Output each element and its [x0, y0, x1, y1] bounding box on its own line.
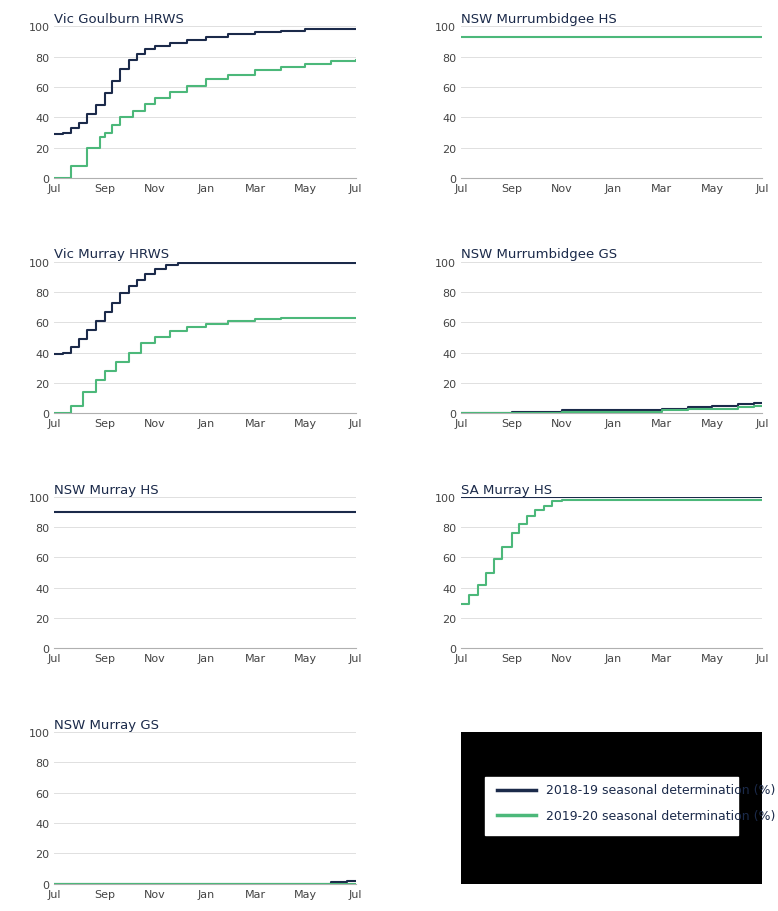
Text: Vic Murray HRWS: Vic Murray HRWS — [54, 248, 170, 261]
Text: NSW Murrumbidgee HS: NSW Murrumbidgee HS — [461, 13, 617, 26]
Text: 2019-20 seasonal determination (%): 2019-20 seasonal determination (%) — [545, 809, 775, 822]
Text: 2018-19 seasonal determination (%): 2018-19 seasonal determination (%) — [545, 783, 775, 796]
Text: NSW Murray HS: NSW Murray HS — [54, 483, 159, 496]
Text: NSW Murrumbidgee GS: NSW Murrumbidgee GS — [461, 248, 617, 261]
Text: SA Murray HS: SA Murray HS — [461, 483, 552, 496]
FancyBboxPatch shape — [485, 778, 738, 835]
Text: NSW Murray GS: NSW Murray GS — [54, 718, 159, 731]
Text: Vic Goulburn HRWS: Vic Goulburn HRWS — [54, 13, 184, 26]
